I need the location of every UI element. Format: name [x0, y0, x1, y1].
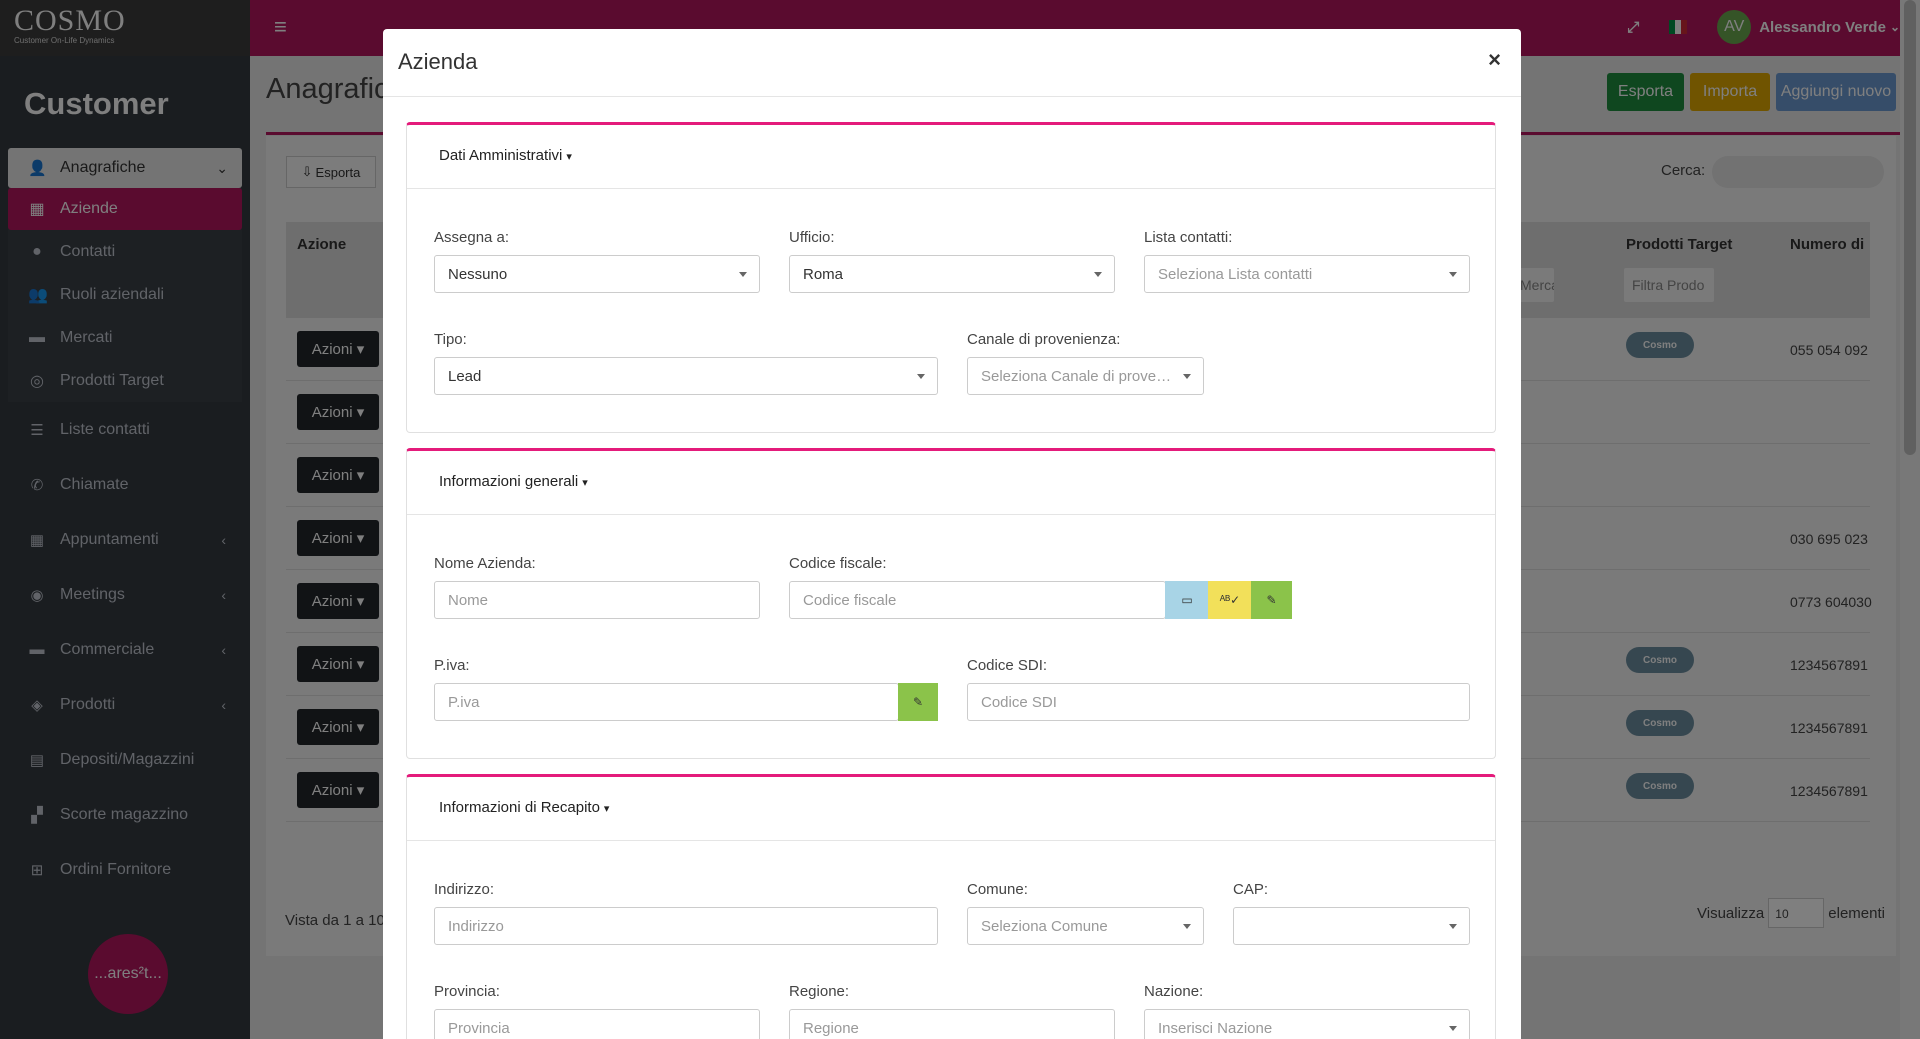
cap-field: CAP: — [1233, 881, 1470, 945]
field-label: Tipo: — [434, 331, 467, 348]
province-field: Provincia: Provincia — [434, 983, 760, 1039]
section-general-toggle[interactable]: Informazioni generali ▾ — [407, 451, 1495, 515]
caret-down-icon — [1094, 272, 1102, 277]
field-label: CAP: — [1233, 881, 1269, 898]
vat-group: P.iva ✎ — [434, 683, 938, 721]
select-placeholder: Seleziona Lista contatti — [1158, 266, 1313, 283]
field-label: Nome Azienda: — [434, 555, 536, 572]
cap-select[interactable] — [1233, 907, 1470, 945]
section-title: Informazioni di Recapito — [439, 799, 600, 816]
caret-down-icon — [1449, 1026, 1457, 1031]
caret-down-icon — [1183, 374, 1191, 379]
chevron-down-icon: ▾ — [566, 151, 572, 163]
field-label: Comune: — [967, 881, 1028, 898]
section-admin-toggle[interactable]: Dati Amministrativi ▾ — [407, 125, 1495, 189]
field-label: Nazione: — [1144, 983, 1204, 1000]
modal-title: Azienda — [398, 49, 478, 74]
country-select[interactable]: Inserisci Nazione — [1144, 1009, 1470, 1039]
caret-down-icon — [739, 272, 747, 277]
office-select[interactable]: Roma — [789, 255, 1115, 293]
country-field: Nazione: Inserisci Nazione — [1144, 983, 1470, 1039]
vat-field: P.iva: P.iva ✎ — [434, 657, 938, 721]
type-field: Tipo: Lead — [434, 331, 938, 395]
section-address: Informazioni di Recapito ▾ Indirizzo: Ind… — [406, 774, 1496, 1039]
select-placeholder: Seleziona Comune — [981, 918, 1108, 935]
company-name-input[interactable]: Nome — [434, 581, 760, 619]
field-label: Regione: — [789, 983, 850, 1000]
caret-down-icon — [917, 374, 925, 379]
caret-down-icon — [1449, 924, 1457, 929]
office-field: Ufficio: Roma — [789, 229, 1115, 293]
caret-down-icon — [1449, 272, 1457, 277]
caret-down-icon — [1183, 924, 1191, 929]
sdi-input[interactable]: Codice SDI — [967, 683, 1470, 721]
spellcheck-icon[interactable]: ᴬᴮ✓ — [1208, 581, 1252, 619]
vat-input[interactable]: P.iva — [434, 683, 899, 721]
company-name-field: Nome Azienda: Nome — [434, 555, 760, 619]
assign-select[interactable]: Nessuno — [434, 255, 760, 293]
select-placeholder: Inserisci Nazione — [1158, 1020, 1273, 1037]
section-address-toggle[interactable]: Informazioni di Recapito ▾ — [407, 777, 1495, 841]
select-value: Lead — [448, 368, 482, 385]
chevron-down-icon: ▾ — [603, 803, 610, 815]
select-placeholder: Seleziona Canale di provenienza — [981, 368, 1201, 385]
contacts-list-field: Lista contatti: Seleziona Lista contatti — [1144, 229, 1470, 293]
fiscal-code-input[interactable]: Codice fiscale — [789, 581, 1166, 619]
address-input[interactable]: Indirizzo — [434, 907, 938, 945]
region-field: Regione: Regione — [789, 983, 1115, 1039]
field-label: Assegna a: — [434, 229, 510, 246]
close-icon[interactable]: × — [1488, 47, 1501, 72]
select-value: Roma — [803, 266, 844, 283]
assign-field: Assegna a: Nessuno — [434, 229, 760, 293]
field-label: Ufficio: — [789, 229, 835, 246]
province-input[interactable]: Provincia — [434, 1009, 760, 1039]
section-title: Informazioni generali — [439, 473, 579, 490]
address-field: Indirizzo: Indirizzo — [434, 881, 938, 945]
city-select[interactable]: Seleziona Comune — [967, 907, 1204, 945]
edit-icon[interactable]: ✎ — [1251, 581, 1292, 619]
contacts-list-select[interactable]: Seleziona Lista contatti — [1144, 255, 1470, 293]
chevron-down-icon: ▾ — [582, 477, 588, 489]
type-select[interactable]: Lead — [434, 357, 938, 395]
field-label: Codice fiscale: — [789, 555, 887, 572]
field-label: Lista contatti: — [1144, 229, 1233, 246]
edit-icon[interactable]: ✎ — [898, 683, 938, 721]
fiscal-code-field: Codice fiscale: Codice fiscale ▭ ᴬᴮ✓ ✎ — [789, 555, 1292, 619]
section-title: Dati Amministrativi — [439, 147, 563, 164]
field-label: Canale di provenienza: — [967, 331, 1121, 348]
field-label: P.iva: — [434, 657, 470, 674]
field-label: Indirizzo: — [434, 881, 495, 898]
field-label: Provincia: — [434, 983, 500, 1000]
section-admin: Dati Amministrativi ▾ Assegna a: Nessuno … — [406, 122, 1496, 433]
city-field: Comune: Seleziona Comune — [967, 881, 1204, 945]
channel-field: Canale di provenienza: Seleziona Canale … — [967, 331, 1204, 395]
field-label: Codice SDI: — [967, 657, 1048, 674]
modal-header: Azienda × — [383, 29, 1521, 97]
sdi-field: Codice SDI: Codice SDI — [967, 657, 1470, 721]
id-card-icon[interactable]: ▭ — [1165, 581, 1209, 619]
fiscal-code-group: Codice fiscale ▭ ᴬᴮ✓ ✎ — [789, 581, 1292, 619]
azienda-modal: Azienda × Dati Amministrativi ▾ Assegna a… — [383, 29, 1521, 1039]
region-input[interactable]: Regione — [789, 1009, 1115, 1039]
select-value: Nessuno — [448, 266, 508, 283]
channel-select[interactable]: Seleziona Canale di provenienza — [967, 357, 1204, 395]
section-general: Informazioni generali ▾ Nome Azienda: Nom… — [406, 448, 1496, 759]
